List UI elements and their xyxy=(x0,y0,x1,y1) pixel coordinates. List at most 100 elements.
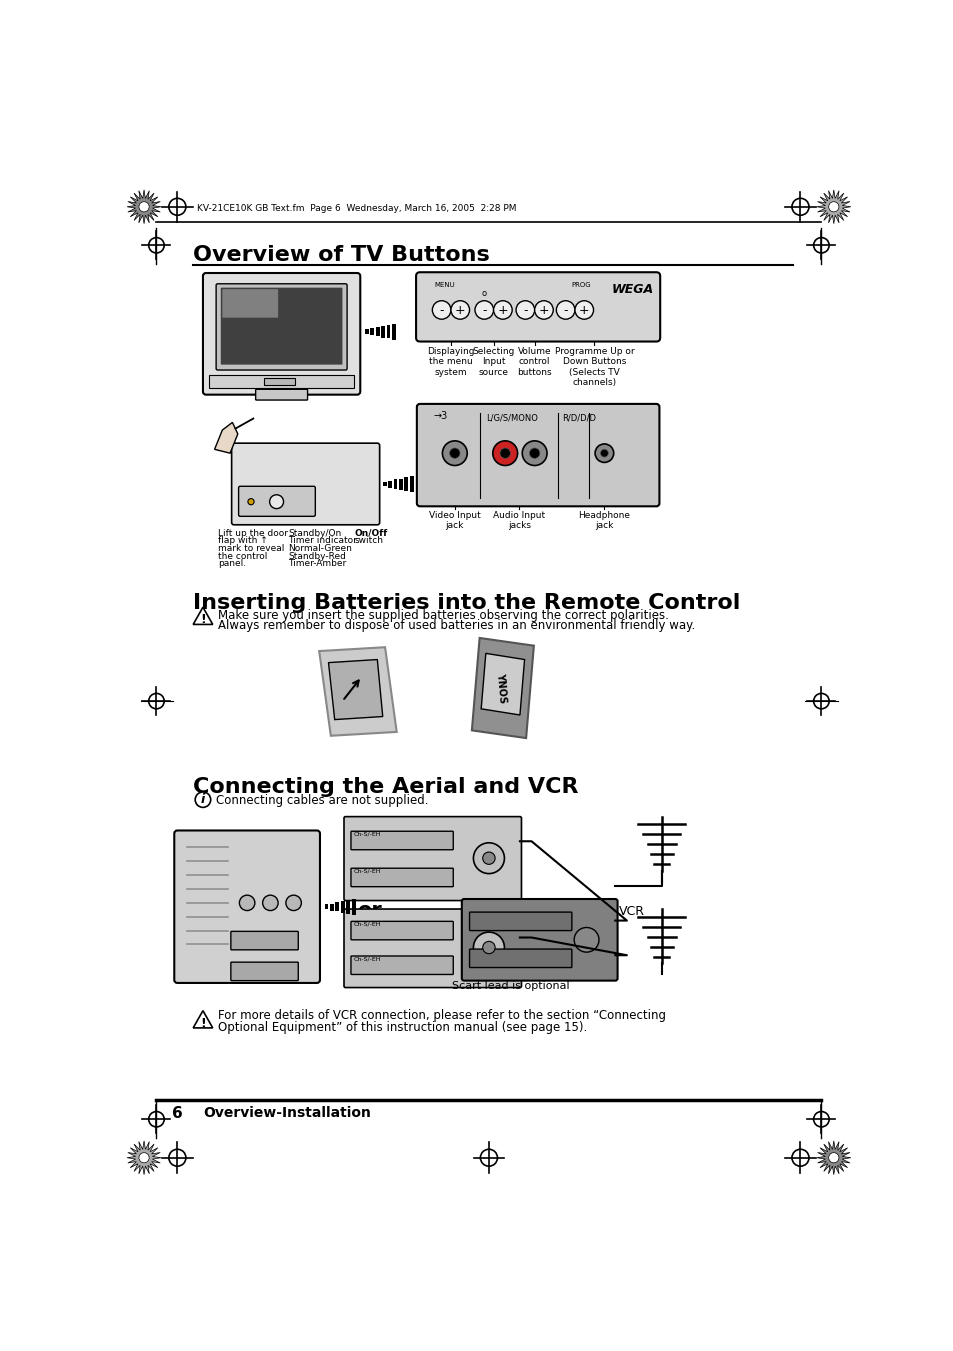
FancyBboxPatch shape xyxy=(344,816,521,901)
Bar xyxy=(330,904,334,911)
FancyBboxPatch shape xyxy=(255,389,307,400)
Polygon shape xyxy=(193,1011,213,1028)
Polygon shape xyxy=(127,190,161,224)
Circle shape xyxy=(534,301,553,319)
Polygon shape xyxy=(214,423,237,453)
FancyBboxPatch shape xyxy=(469,912,571,931)
Circle shape xyxy=(442,440,467,466)
Text: Headphone
jack: Headphone jack xyxy=(578,511,630,531)
Text: For more details of VCR connection, please refer to the section “Connecting: For more details of VCR connection, plea… xyxy=(218,1009,666,1023)
Bar xyxy=(340,901,344,913)
FancyBboxPatch shape xyxy=(351,921,453,940)
FancyBboxPatch shape xyxy=(461,898,617,981)
Text: PROG: PROG xyxy=(571,282,590,288)
Bar xyxy=(346,900,350,913)
FancyBboxPatch shape xyxy=(351,831,453,850)
FancyBboxPatch shape xyxy=(351,957,453,974)
Text: R/D/D/D: R/D/D/D xyxy=(561,413,596,423)
FancyBboxPatch shape xyxy=(216,284,347,370)
Text: Displaying
the menu
system: Displaying the menu system xyxy=(427,347,475,377)
Circle shape xyxy=(493,440,517,466)
Text: KV-21CE10K GB Text.fm  Page 6  Wednesday, March 16, 2005  2:28 PM: KV-21CE10K GB Text.fm Page 6 Wednesday, … xyxy=(196,204,516,213)
Text: panel.: panel. xyxy=(218,559,246,569)
FancyBboxPatch shape xyxy=(203,273,360,394)
Polygon shape xyxy=(472,638,534,738)
Text: or: or xyxy=(356,901,381,921)
Text: Ch-S/-EH: Ch-S/-EH xyxy=(353,921,380,927)
Text: Ch-S/-EH: Ch-S/-EH xyxy=(353,869,380,874)
Circle shape xyxy=(473,843,504,874)
Circle shape xyxy=(449,449,459,458)
Text: On/Off: On/Off xyxy=(354,528,387,538)
Text: switch: switch xyxy=(354,536,383,546)
Text: Programme Up or
Down Buttons
(Selects TV
channels): Programme Up or Down Buttons (Selects TV… xyxy=(554,347,634,388)
Text: Timer indicator: Timer indicator xyxy=(288,536,356,546)
Text: Video Input
jack: Video Input jack xyxy=(429,511,480,531)
Text: +: + xyxy=(578,304,589,317)
Circle shape xyxy=(575,301,593,319)
Circle shape xyxy=(139,201,149,212)
Bar xyxy=(335,902,339,912)
Text: -: - xyxy=(439,304,443,317)
Text: Lift up the door: Lift up the door xyxy=(218,528,288,538)
Circle shape xyxy=(493,301,512,319)
Text: -: - xyxy=(481,304,486,317)
Text: Timer-Amber: Timer-Amber xyxy=(288,559,346,569)
Text: Always remember to dispose of used batteries in an environmental friendly way.: Always remember to dispose of used batte… xyxy=(217,619,694,632)
Text: Normal-Green: Normal-Green xyxy=(288,544,352,553)
Circle shape xyxy=(270,494,283,508)
Circle shape xyxy=(482,852,495,865)
Bar xyxy=(386,324,390,339)
Bar xyxy=(209,374,354,389)
Circle shape xyxy=(248,499,253,505)
Text: Overview-Installation: Overview-Installation xyxy=(203,1106,371,1120)
Circle shape xyxy=(482,942,495,954)
Text: +: + xyxy=(497,304,508,317)
FancyBboxPatch shape xyxy=(220,288,342,365)
Bar xyxy=(382,482,386,486)
FancyBboxPatch shape xyxy=(469,948,571,967)
Text: Optional Equipment” of this instruction manual (see page 15).: Optional Equipment” of this instruction … xyxy=(218,1021,587,1035)
FancyBboxPatch shape xyxy=(231,962,298,981)
Polygon shape xyxy=(319,647,396,736)
Circle shape xyxy=(499,449,510,458)
Text: o: o xyxy=(481,289,486,299)
FancyBboxPatch shape xyxy=(351,869,453,886)
Text: WEGA: WEGA xyxy=(612,282,654,296)
Circle shape xyxy=(599,450,608,457)
Polygon shape xyxy=(816,1140,850,1174)
Text: -: - xyxy=(522,304,527,317)
Bar xyxy=(404,477,408,490)
Text: the control: the control xyxy=(218,551,268,561)
Polygon shape xyxy=(328,659,382,720)
Text: flap with ↑: flap with ↑ xyxy=(218,536,268,546)
Circle shape xyxy=(239,896,254,911)
Bar xyxy=(375,327,379,336)
Text: YNOS: YNOS xyxy=(495,673,507,704)
Text: Standby-Red: Standby-Red xyxy=(288,551,346,561)
Circle shape xyxy=(195,792,211,808)
Text: →3: →3 xyxy=(434,411,448,422)
Text: 6: 6 xyxy=(172,1106,183,1121)
Circle shape xyxy=(828,201,838,212)
FancyBboxPatch shape xyxy=(416,273,659,342)
Circle shape xyxy=(595,444,613,462)
Text: +: + xyxy=(455,304,465,317)
Bar xyxy=(370,328,374,335)
Text: VCR: VCR xyxy=(618,905,644,919)
Text: Volume
control
buttons: Volume control buttons xyxy=(517,347,552,377)
Text: Ch-S/-EH: Ch-S/-EH xyxy=(353,832,380,836)
Text: Inserting Batteries into the Remote Control: Inserting Batteries into the Remote Cont… xyxy=(193,593,740,613)
Bar xyxy=(398,478,402,490)
FancyBboxPatch shape xyxy=(231,931,298,950)
Bar xyxy=(264,378,294,385)
Text: MENU: MENU xyxy=(434,282,455,288)
Text: Selecting
Input
source: Selecting Input source xyxy=(472,347,515,377)
FancyBboxPatch shape xyxy=(232,443,379,524)
Text: Make sure you insert the supplied batteries observing the correct polarities.: Make sure you insert the supplied batter… xyxy=(217,609,668,621)
Text: L/G/S/MONO: L/G/S/MONO xyxy=(485,413,537,423)
Circle shape xyxy=(521,440,546,466)
Circle shape xyxy=(529,449,539,458)
Bar xyxy=(392,324,395,340)
Bar xyxy=(352,898,355,915)
